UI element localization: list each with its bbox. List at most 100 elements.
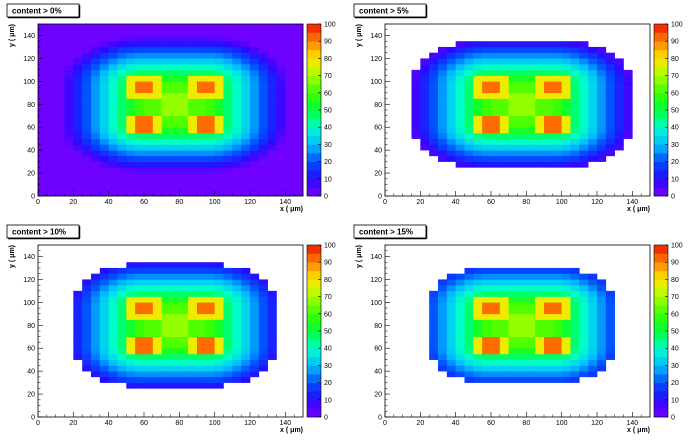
heatmap-bin xyxy=(91,155,101,162)
heatmap-bin xyxy=(232,365,242,372)
heatmap-bin xyxy=(420,58,430,65)
heatmap-bin xyxy=(544,75,554,82)
heatmap-bin xyxy=(258,110,268,117)
heatmap-bin xyxy=(535,302,545,309)
color-bar-segment xyxy=(654,356,668,366)
heatmap-bin xyxy=(232,155,242,162)
heatmap-bin xyxy=(82,92,92,99)
heatmap-bin xyxy=(223,167,233,174)
heatmap-bin xyxy=(179,46,189,53)
heatmap-bin xyxy=(464,308,474,315)
color-bar-tick-label: 50 xyxy=(324,329,332,336)
heatmap-bin xyxy=(267,353,277,360)
heatmap-bin xyxy=(597,353,607,360)
heatmap-bin xyxy=(144,382,154,389)
heatmap-bin xyxy=(570,127,580,134)
heatmap-bin xyxy=(258,29,268,36)
heatmap-bin xyxy=(411,115,421,122)
heatmap-bin xyxy=(46,35,56,42)
heatmap-bin xyxy=(108,150,118,157)
heatmap-bin xyxy=(605,75,615,82)
heatmap-bin xyxy=(152,144,162,151)
heatmap-bin xyxy=(241,336,251,343)
heatmap-bin xyxy=(267,98,277,105)
heatmap-bin xyxy=(438,325,448,332)
heatmap-bin xyxy=(605,290,615,297)
heatmap-bin xyxy=(205,35,215,42)
heatmap-bin xyxy=(614,138,624,145)
heatmap-bin xyxy=(561,121,571,128)
heatmap-bin xyxy=(188,308,198,315)
heatmap-bin xyxy=(179,144,189,151)
heatmap-bin xyxy=(276,150,286,157)
heatmap-bin xyxy=(438,155,448,162)
heatmap-bin xyxy=(517,75,527,82)
heatmap-bin xyxy=(588,104,598,111)
heatmap-bin xyxy=(197,155,207,162)
heatmap-bin xyxy=(473,144,483,151)
heatmap-bin xyxy=(99,92,109,99)
heatmap-bin xyxy=(91,325,101,332)
heatmap-bin xyxy=(552,285,562,292)
heatmap-bin xyxy=(108,29,118,36)
heatmap-bin xyxy=(294,115,304,122)
color-bar-tick-label: 10 xyxy=(671,397,679,404)
heatmap-bin xyxy=(552,121,562,128)
color-bar-tick-label: 20 xyxy=(324,380,332,387)
x-tick-label: 80 xyxy=(175,420,183,427)
heatmap-bin xyxy=(214,184,224,191)
heatmap-bin xyxy=(517,376,527,383)
heatmap-bin xyxy=(223,127,233,134)
heatmap-bin xyxy=(188,35,198,42)
heatmap-bin xyxy=(91,342,101,349)
x-tick-label: 100 xyxy=(556,420,568,427)
color-bar-segment xyxy=(307,356,321,366)
heatmap-bin xyxy=(535,359,545,366)
heatmap-bin xyxy=(623,81,633,88)
color-bar-segment xyxy=(654,58,668,68)
heatmap-bin xyxy=(197,273,207,280)
heatmap-bin xyxy=(38,144,48,151)
heatmap-bin xyxy=(152,115,162,122)
heatmap-bin xyxy=(455,69,465,76)
heatmap-bin xyxy=(223,155,233,162)
heatmap-bin xyxy=(517,313,527,320)
heatmap-bin xyxy=(561,161,571,168)
heatmap-bin xyxy=(605,342,615,349)
panel-title-box: content > 5% xyxy=(353,3,428,19)
heatmap-bin xyxy=(108,127,118,134)
heatmap-bin xyxy=(197,69,207,76)
heatmap-bin xyxy=(464,331,474,338)
heatmap-bin xyxy=(411,87,421,94)
heatmap-bin xyxy=(232,359,242,366)
heatmap-bin xyxy=(438,110,448,117)
heatmap-bin xyxy=(455,92,465,99)
heatmap-bin xyxy=(491,285,501,292)
heatmap-bin xyxy=(73,92,83,99)
heatmap-bin xyxy=(126,331,136,338)
heatmap-bin xyxy=(579,273,589,280)
heatmap-bin xyxy=(499,150,509,157)
color-bar-segment xyxy=(307,339,321,349)
heatmap-bin xyxy=(473,279,483,286)
heatmap-bin xyxy=(508,313,518,320)
heatmap-bin xyxy=(161,35,171,42)
heatmap-bin xyxy=(135,29,145,36)
heatmap-bin xyxy=(152,308,162,315)
color-bar-tick-label: 100 xyxy=(671,243,683,250)
heatmap-bin xyxy=(535,313,545,320)
heatmap-bin xyxy=(508,353,518,360)
heatmap-bin xyxy=(579,75,589,82)
heatmap-bin xyxy=(135,167,145,174)
heatmap-bin xyxy=(552,127,562,134)
heatmap-bin xyxy=(152,325,162,332)
heatmap-bin xyxy=(64,184,74,191)
heatmap-bin xyxy=(579,325,589,332)
heatmap-bin xyxy=(482,371,492,378)
heatmap-bin xyxy=(46,115,56,122)
heatmap-bin xyxy=(108,167,118,174)
heatmap-bin xyxy=(117,121,127,128)
heatmap-bin xyxy=(258,302,268,309)
heatmap-bin xyxy=(535,69,545,76)
heatmap-bin xyxy=(205,325,215,332)
